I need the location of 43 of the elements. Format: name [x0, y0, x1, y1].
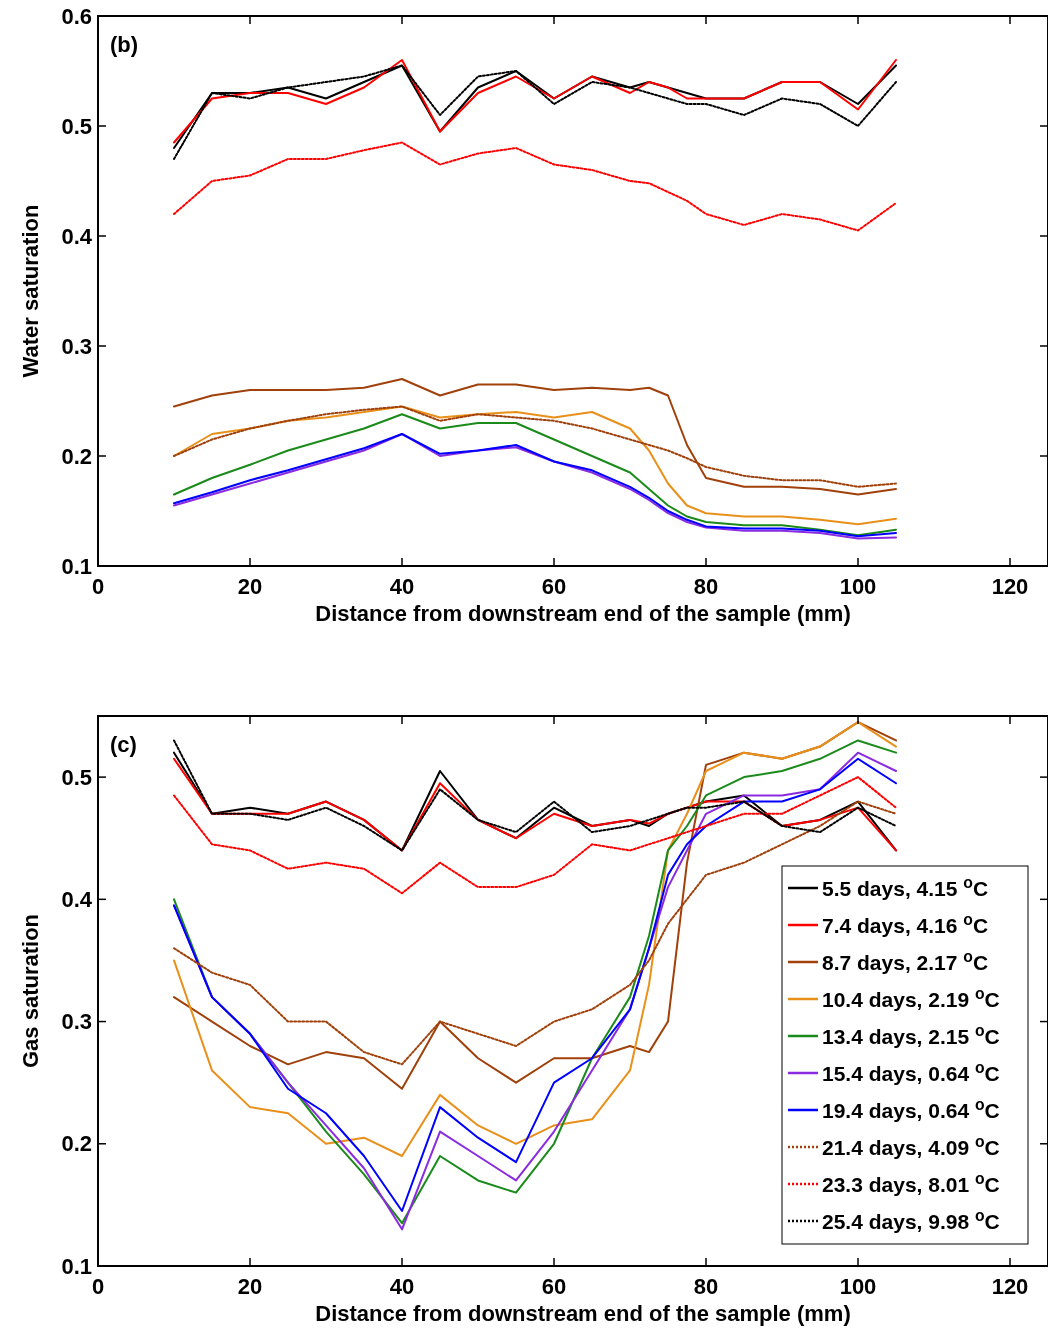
x-tick-label: 20	[237, 1274, 263, 1299]
legend-label: 23.3 days, 8.01 $^{o}$C	[822, 1169, 1000, 1196]
y-tick-label: 0.5	[61, 764, 92, 790]
x-tick-label: 20	[237, 574, 263, 599]
legend-label: 25.4 days, 9.98 $^{o}$C	[822, 1206, 1000, 1233]
x-tick-label: 40	[389, 1274, 415, 1299]
legend-label: 10.4 days, 2.19 $^{o}$C	[822, 984, 1000, 1011]
y-tick-label: 0.1	[61, 1253, 92, 1279]
y-tick-label: 0.1	[61, 553, 92, 579]
y-axis-title: Gas saturation	[18, 913, 43, 1069]
legend-label: 8.7 days, 2.17 $^{o}$C	[822, 947, 989, 974]
annotation: (c)	[110, 732, 137, 757]
legend-label: 19.4 days, 0.64 $^{o}$C	[822, 1095, 1000, 1122]
x-tick-label: 80	[693, 1274, 719, 1299]
x-tick-label: 0	[91, 1274, 105, 1299]
y-tick-label: 0.3	[61, 1009, 92, 1035]
x-axis-title: Distance from downstream end of the sample (mm)	[315, 601, 851, 626]
x-tick-label: 80	[693, 574, 719, 599]
y-axis-title: Water saturation	[18, 204, 43, 378]
x-tick-label: 40	[389, 574, 415, 599]
x-tick-label: 100	[839, 1274, 877, 1299]
legend-label: 7.4 days, 4.16 $^{o}$C	[822, 910, 989, 937]
x-tick-label: 100	[839, 574, 877, 599]
x-tick-label: 120	[991, 574, 1029, 599]
x-tick-label: 60	[541, 574, 567, 599]
x-tick-label: 120	[991, 1274, 1029, 1299]
legend-label: 15.4 days, 0.64 $^{o}$C	[822, 1058, 1000, 1085]
x-tick-label: 60	[541, 1274, 567, 1299]
y-tick-label: 0.6	[61, 3, 92, 29]
y-tick-label: 0.2	[61, 443, 92, 469]
x-tick-label: 0	[91, 574, 105, 599]
legend-label: 13.4 days, 2.15 $^{o}$C	[822, 1021, 1000, 1048]
y-tick-label: 0.4	[61, 887, 93, 913]
line-series	[173, 141, 897, 232]
y-tick-label: 0.4	[61, 223, 93, 249]
y-tick-label: 0.2	[61, 1131, 92, 1157]
x-axis-title: Distance from downstream end of the sample (mm)	[315, 1301, 851, 1326]
line-series	[173, 378, 897, 496]
legend-label: 5.5 days, 4.15 $^{o}$C	[822, 873, 989, 900]
y-tick-label: 0.5	[61, 113, 92, 139]
annotation: (b)	[110, 32, 139, 57]
legend-label: 21.4 days, 4.09 $^{o}$C	[822, 1132, 1000, 1159]
y-tick-label: 0.3	[61, 333, 92, 359]
